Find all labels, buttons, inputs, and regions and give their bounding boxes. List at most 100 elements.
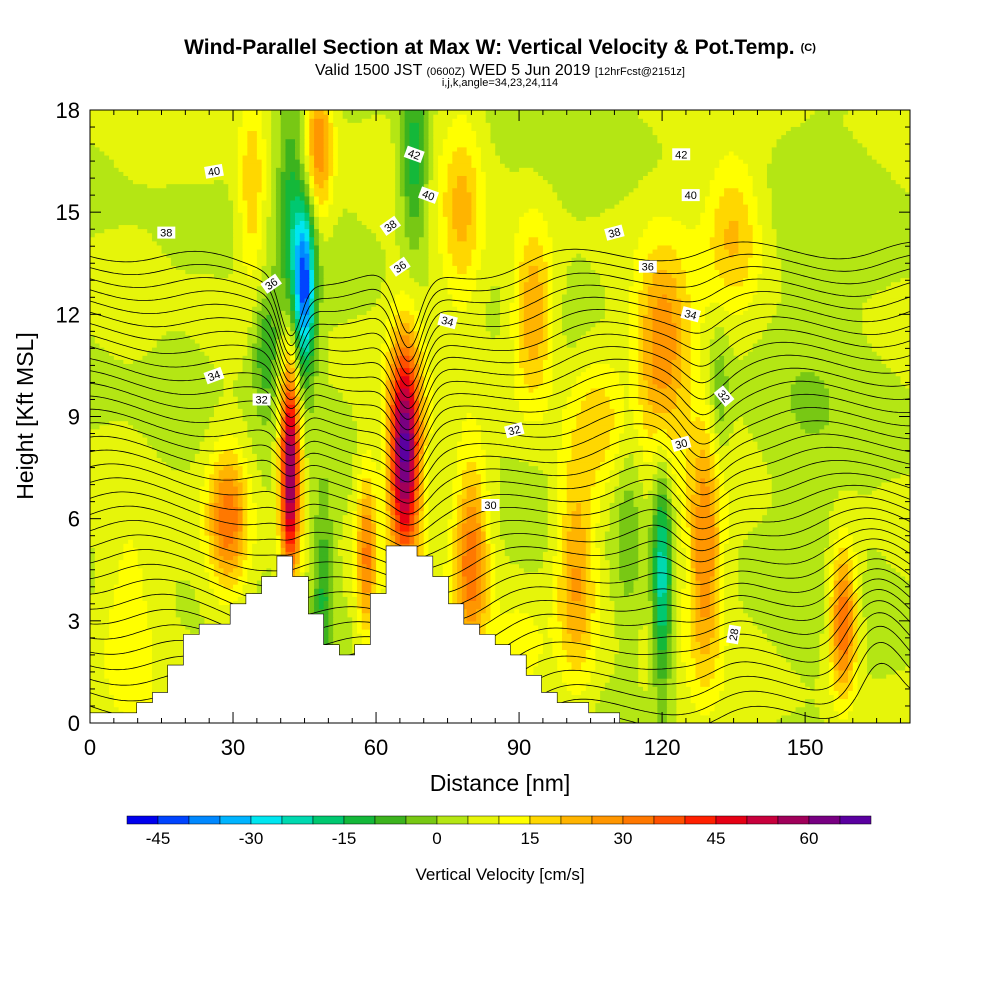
velocity-cell [299,555,306,561]
velocity-cell [590,543,596,548]
velocity-cell [671,616,677,622]
velocity-cell [566,624,587,630]
velocity-cell [690,547,697,552]
velocity-cell [766,322,863,328]
velocity-cell [714,579,720,585]
velocity-cell [409,436,415,442]
velocity-cell [762,457,910,463]
velocity-cell [833,649,840,655]
velocity-cell [295,428,301,434]
velocity-cell [876,351,910,356]
velocity-cell [299,473,306,479]
velocity-cell [318,596,329,601]
velocity-cell [561,428,573,434]
velocity-cell [862,575,906,581]
velocity-cell [867,547,878,552]
velocity-cell [671,502,682,508]
velocity-cell [700,641,711,646]
velocity-cell [90,445,153,450]
velocity-cell [218,490,239,495]
velocity-cell [280,391,287,397]
velocity-cell [690,391,706,397]
velocity-cell [833,686,854,691]
velocity-cell [690,375,701,381]
velocity-cell [352,637,363,642]
velocity-cell [848,633,854,638]
velocity-cell [461,514,468,520]
velocity-cell [199,530,206,536]
velocity-cell [609,428,625,434]
velocity-cell [309,314,315,320]
velocity-cell [623,391,630,397]
velocity-cell [523,318,544,324]
velocity-cell [657,567,668,573]
velocity-cell [476,506,482,512]
velocity-cell [643,363,654,369]
velocity-cell [705,379,711,385]
velocity-cell [671,612,677,618]
velocity-cell [657,645,668,651]
velocity-cell [561,624,568,630]
velocity-cell [356,530,363,536]
velocity-cell [495,584,554,589]
velocity-cell [542,338,549,344]
velocity-cell [647,596,654,601]
velocity-cell [314,596,320,601]
velocity-cell [385,473,391,479]
velocity-cell [395,338,401,344]
velocity-cell [862,596,910,601]
velocity-cell [695,477,701,483]
velocity-cell [771,502,835,508]
velocity-cell [838,526,849,532]
velocity-cell [395,396,401,401]
velocity-cell [299,543,306,548]
velocity-cell [714,404,725,409]
velocity-cell [852,645,859,651]
velocity-cell [90,624,110,630]
velocity-cell [585,579,596,585]
velocity-cell [385,318,396,324]
velocity-cell [418,347,430,352]
velocity-cell [213,563,220,569]
velocity-cell [423,539,430,544]
velocity-cell [309,408,315,414]
velocity-cell [314,355,320,360]
velocity-cell [638,436,673,442]
velocity-cell [428,551,449,557]
velocity-cell [838,596,849,601]
velocity-cell [418,387,425,393]
velocity-cell [233,379,253,385]
velocity-cell [500,535,549,540]
velocity-cell [361,555,372,561]
velocity-cell [519,351,530,356]
velocity-cell [695,510,711,516]
velocity-cell [199,514,206,520]
velocity-cell [676,661,687,667]
velocity-cell [547,620,563,626]
velocity-cell [90,506,201,512]
velocity-cell [848,641,854,646]
velocity-cell [685,555,692,561]
velocity-cell [738,588,825,593]
velocity-cell [747,428,806,434]
velocity-cell [590,522,596,528]
velocity-cell [423,457,430,463]
velocity-cell [848,604,854,610]
velocity-cell [328,498,349,503]
velocity-cell [676,690,692,695]
velocity-cell [561,522,573,528]
velocity-cell [247,551,253,557]
velocity-cell [485,547,492,552]
velocity-cell [452,579,458,585]
velocity-cell [476,465,487,471]
velocity-cell [342,584,353,589]
velocity-cell [242,543,248,548]
velocity-cell [428,396,434,401]
velocity-cell [175,588,196,593]
velocity-cell [557,490,568,495]
velocity-cell [423,412,430,418]
velocity-cell [90,600,115,606]
velocity-cell [728,383,792,389]
velocity-cell [418,510,425,516]
velocity-cell [628,355,639,360]
